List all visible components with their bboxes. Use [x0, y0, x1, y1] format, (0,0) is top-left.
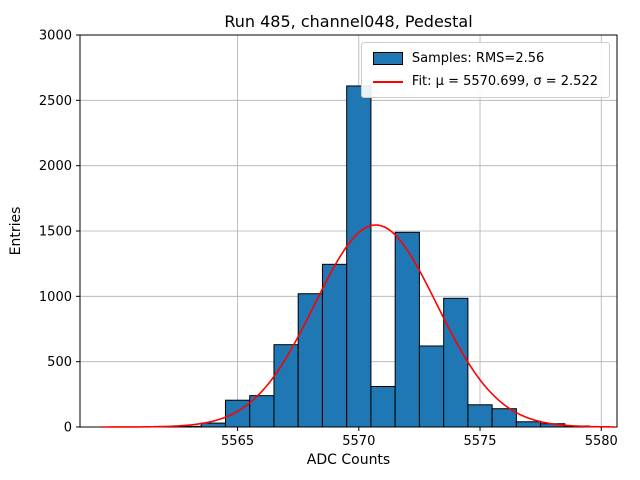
y-tick-label: 2000 — [39, 159, 72, 174]
histogram-bar — [467, 404, 493, 428]
y-tick-label: 1500 — [39, 225, 72, 240]
histogram-bar — [321, 263, 348, 428]
x-tick-label: 5580 — [585, 434, 618, 449]
y-tick-label: 2500 — [39, 94, 72, 109]
y-tick-label: 1000 — [39, 290, 72, 305]
legend-samples-label: Samples: RMS=2.56 — [411, 51, 545, 66]
histogram-bar — [443, 297, 469, 428]
histogram-bar — [297, 293, 323, 428]
y-tick-label: 3000 — [39, 29, 72, 44]
y-axis-label: Entries — [8, 206, 24, 256]
histogram-bar — [370, 385, 396, 428]
x-axis-label: ADC Counts — [306, 452, 391, 468]
y-tick-label: 500 — [47, 355, 72, 370]
y-tick-label: 0 — [64, 421, 72, 436]
legend-fit-label: Fit: μ = 5570.699, σ = 2.522 — [411, 74, 598, 89]
histogram-bar — [346, 85, 372, 428]
x-tick-label: 5570 — [342, 434, 375, 449]
x-tick-label: 5575 — [463, 434, 496, 449]
legend-entry-samples: Samples: RMS=2.56 — [372, 51, 598, 66]
x-tick-label: 5565 — [221, 434, 254, 449]
histogram-bar — [515, 421, 542, 428]
chart-title: Run 485, channel048, Pedestal — [224, 12, 473, 31]
legend-entry-fit: Fit: μ = 5570.699, σ = 2.522 — [372, 74, 598, 89]
histogram-swatch-icon — [372, 52, 403, 65]
histogram-bar — [249, 395, 275, 428]
histogram-bar — [418, 345, 445, 428]
histogram-bar — [224, 399, 251, 428]
fit-curve — [101, 224, 615, 428]
fit-line-swatch-icon — [372, 80, 403, 83]
legend: Samples: RMS=2.56 Fit: μ = 5570.699, σ =… — [360, 42, 610, 98]
histogram-bar — [394, 231, 420, 428]
